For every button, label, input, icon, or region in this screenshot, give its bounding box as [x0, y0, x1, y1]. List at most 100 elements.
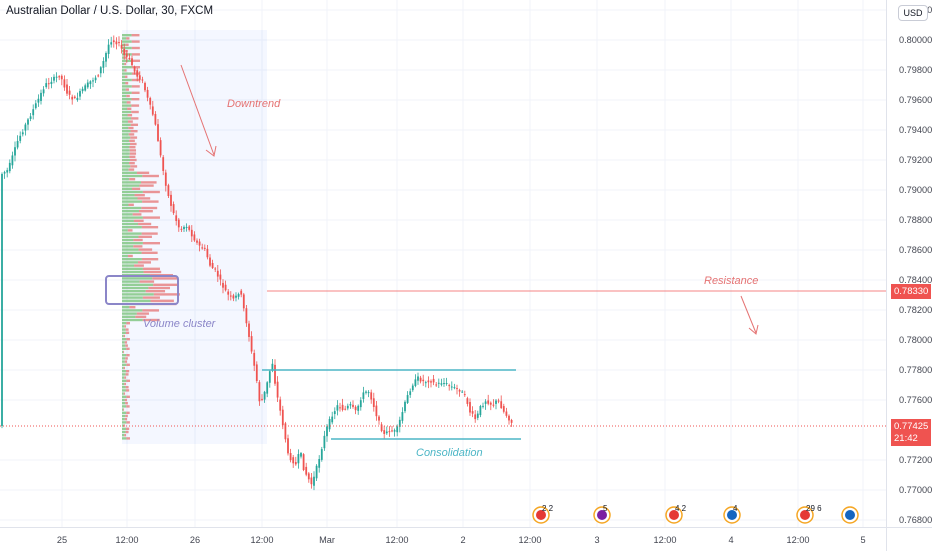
volume-bar-up — [122, 354, 127, 357]
volume-bar-up — [122, 296, 143, 299]
volume-bar-up — [122, 373, 126, 376]
resistance-arrow[interactable] — [740, 295, 759, 335]
candle-body — [495, 400, 497, 404]
candle-body — [279, 399, 282, 411]
volume-bar-down — [126, 379, 130, 382]
volume-bar-up — [122, 219, 134, 222]
candle-body — [76, 97, 79, 101]
price-label: 0.77800 — [899, 365, 932, 375]
volume-bar-up — [122, 222, 139, 226]
candle-body — [401, 412, 404, 421]
bar-countdown-tag: 21:42 — [891, 431, 931, 446]
volume-bar-down — [131, 53, 140, 56]
volume-bar-down — [131, 104, 140, 107]
volume-bar-down — [125, 344, 128, 347]
volume-bar-up — [122, 411, 127, 414]
candle-body — [27, 119, 29, 125]
candle-body — [310, 477, 313, 485]
volume-bar-up — [122, 82, 126, 85]
event-count: 4 2 — [675, 504, 687, 513]
volume-bar-down — [126, 37, 130, 40]
volume-bar-up — [122, 309, 143, 312]
candle-body — [375, 405, 378, 417]
volume-bar-down — [124, 398, 127, 402]
candle-body — [196, 240, 198, 243]
volume-bar-up — [122, 338, 127, 341]
volume-bar-up — [122, 162, 130, 165]
volume-bar-up — [122, 261, 138, 264]
candle-body — [144, 82, 146, 91]
volume-cluster-label: Volume cluster — [143, 318, 217, 330]
volume-bar-down — [126, 411, 130, 414]
volume-bar-up — [122, 126, 129, 130]
candle-body — [183, 226, 185, 230]
flag-icon — [669, 510, 679, 520]
downtrend-arrow[interactable] — [180, 64, 217, 157]
volume-bar-down — [138, 235, 152, 238]
candle-body — [16, 140, 19, 148]
candle-body — [201, 247, 204, 249]
volume-bar-down — [138, 222, 152, 226]
price-axis[interactable]: 0.802000.800000.798000.796000.794000.792… — [886, 0, 932, 527]
candle-body — [471, 411, 474, 414]
volume-bar-down — [142, 318, 160, 322]
candle-body — [476, 413, 479, 418]
candle-body — [118, 42, 120, 44]
volume-bar-up — [122, 146, 130, 149]
volume-bar-up — [122, 363, 127, 366]
volume-bar-up — [122, 395, 127, 398]
event-count: 4 — [733, 504, 738, 513]
candle-body — [430, 381, 432, 383]
volume-bar-down — [131, 85, 140, 88]
candle-body — [250, 336, 253, 352]
currency-button[interactable]: USD — [898, 5, 928, 21]
candle-body — [40, 92, 42, 101]
candle-body — [261, 398, 263, 400]
volume-bar-down — [123, 350, 125, 354]
candle-body — [216, 270, 219, 277]
volume-bar-up — [122, 210, 139, 213]
volume-bar-down — [131, 98, 140, 101]
volume-bar-up — [122, 242, 143, 245]
volume-bar-down — [123, 424, 126, 427]
volume-bar-down — [138, 248, 153, 251]
volume-cluster-box[interactable] — [105, 275, 179, 305]
volume-bar-down — [129, 139, 135, 142]
candle-body — [133, 66, 136, 72]
volume-bar-down — [142, 242, 160, 245]
candle-body — [404, 401, 406, 412]
volume-bar-up — [122, 78, 132, 82]
time-label: 26 — [190, 535, 200, 545]
volume-bar-up — [122, 190, 143, 194]
economic-events[interactable]: 2 2 5 4 2 4 29 6 — [532, 504, 859, 524]
volume-bar-down — [124, 341, 127, 344]
volume-bar-up — [122, 98, 132, 101]
time-axis[interactable]: 25 12:00 26 12:00 Mar 12:00 2 12:00 3 12:00 4 12:00… — [0, 527, 886, 551]
candle-body — [84, 85, 87, 91]
volume-bar-up — [122, 152, 130, 155]
volume-bar-down — [124, 418, 128, 421]
volume-bar-up — [122, 357, 126, 360]
volume-bar-down — [131, 117, 139, 120]
flag-icon — [727, 510, 737, 520]
volume-bar-up — [122, 437, 127, 440]
volume-bar-up — [122, 158, 131, 162]
candle-body — [245, 308, 248, 324]
candle-body — [8, 162, 11, 172]
volume-bar-up — [122, 283, 154, 286]
volume-bar-down — [134, 194, 145, 197]
price-label: 0.77200 — [899, 455, 932, 465]
candle-body — [502, 406, 505, 412]
candle-body — [235, 295, 237, 298]
candle-body — [289, 453, 292, 461]
candle-body — [112, 40, 115, 43]
volume-bar-up — [122, 280, 140, 283]
volume-bar-down — [125, 427, 130, 430]
volume-bar-up — [122, 226, 142, 229]
volume-bar-down — [125, 43, 129, 46]
volume-bar-up — [122, 229, 128, 232]
candle-body — [6, 170, 9, 173]
volume-bar-down — [131, 66, 140, 69]
chart-area[interactable]: Downtrend Resistance Volume cluster Cons… — [0, 0, 886, 527]
chart-canvas[interactable]: Downtrend Resistance Volume cluster Cons… — [0, 0, 886, 527]
